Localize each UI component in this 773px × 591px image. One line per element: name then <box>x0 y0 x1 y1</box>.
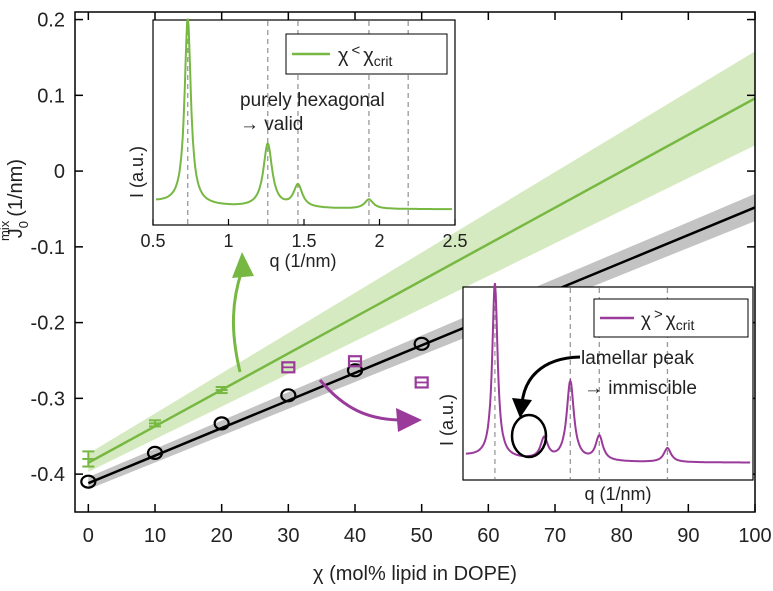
purple-arrowhead <box>396 408 422 432</box>
green-arrowhead <box>232 252 254 278</box>
x-tick-label: 40 <box>344 525 366 547</box>
inset1-scattering-curve <box>156 18 452 211</box>
inset1-x-ticks: 0.5 1 1.5 2 2.5 <box>140 219 468 251</box>
inset-hexagonal: 0.5 1 1.5 2 2.5 q (1/nm) I (a.u.) χ < χcrit pu… <box>127 18 468 271</box>
green-arrow <box>231 269 244 373</box>
inset1-annotation-line2: → valid <box>240 114 303 135</box>
y-tick-label: 0 <box>54 161 65 183</box>
inset2-y-label: I (a.u.) <box>437 394 457 446</box>
inset2-annotation-line1: lamellar peak <box>581 348 694 369</box>
y-tick-label: -0.2 <box>31 313 65 335</box>
inset-lamellar: q (1/nm) I (a.u.) χ > χcrit lamellar peak … <box>437 283 754 504</box>
green-errorbar-point <box>215 386 228 395</box>
y-tick-label: -0.3 <box>31 388 65 410</box>
black-circle-point <box>213 416 230 431</box>
purple-square-point <box>347 355 363 368</box>
inset-x-tick-label: 1 <box>223 231 233 251</box>
inset2-legend-label: χ > χcrit <box>641 306 695 333</box>
y-axis-label: J0mix(1/nm) <box>0 159 31 241</box>
x-tick-label: 60 <box>477 525 499 547</box>
lamellar-arrowhead <box>512 398 532 418</box>
lamellar-arrow <box>520 355 581 405</box>
green-errorbar-point <box>82 450 95 468</box>
x-tick-label: 20 <box>211 525 233 547</box>
black-circle-point <box>346 363 364 378</box>
inset2-scattering-curve <box>465 283 751 464</box>
green-errorbar-point <box>149 419 161 428</box>
black-circle-point <box>146 445 164 461</box>
x-tick-label: 70 <box>544 525 566 547</box>
lamellar-peak-circle <box>510 413 548 459</box>
black-circle-point <box>280 388 297 403</box>
y-axis-ticks: -0.4 -0.3 -0.2 -0.1 0 0.1 0.2 <box>31 10 755 486</box>
black-circle-point <box>413 336 430 351</box>
purple-square-point <box>414 376 429 389</box>
inset2-annotation-line2: → immiscible <box>584 378 697 399</box>
inset1-annotation-line1: purely hexagonal <box>240 90 385 111</box>
x-axis-ticks: 0 10 20 30 40 50 60 70 80 90 100 <box>83 12 772 547</box>
main-plot: 0 10 20 30 40 50 60 70 80 90 100 -0.4-0.3-0.2-0.10… <box>0 10 772 585</box>
inset1-x-label: q (1/nm) <box>269 251 336 271</box>
inset2-x-label: q (1/nm) <box>584 484 651 504</box>
fit-line-0 <box>87 97 756 464</box>
inset-x-tick-label: 1.5 <box>291 231 316 251</box>
inset1-y-label: I (a.u.) <box>127 146 147 198</box>
x-tick-label: 90 <box>677 525 699 547</box>
inset-x-tick-label: 2 <box>374 231 384 251</box>
inset-x-tick-label: 2.5 <box>442 231 467 251</box>
y-tick-label: -0.1 <box>31 237 65 259</box>
black-circle-point <box>80 474 97 489</box>
inset1-legend-label: χ < χcrit <box>338 42 393 69</box>
fit-line-1 <box>87 206 756 485</box>
x-tick-label: 100 <box>738 525 771 547</box>
purple-square-point <box>281 361 296 374</box>
fit-lines <box>87 97 756 485</box>
inset2-legend: χ > χcrit <box>593 298 749 338</box>
inset-x-tick-label: 0.5 <box>140 231 165 251</box>
x-tick-label: 0 <box>83 525 94 547</box>
main-plot-frame <box>74 11 756 513</box>
x-tick-label: 50 <box>411 525 433 547</box>
purple-arrow <box>318 379 403 422</box>
y-tick-label: -0.4 <box>31 464 65 486</box>
x-axis-label: χ (mol% lipid in DOPE) <box>313 563 517 585</box>
data-points <box>80 336 430 489</box>
x-tick-label: 80 <box>611 525 633 547</box>
y-tick-label: 0.2 <box>37 10 65 32</box>
x-tick-label: 10 <box>144 525 166 547</box>
inset1-legend: χ < χcrit <box>285 33 448 75</box>
arrows <box>231 252 422 432</box>
x-tick-label: 30 <box>277 525 299 547</box>
fit-band-0 <box>88 51 756 472</box>
inset1-peak-lines <box>187 21 409 224</box>
y-tick-label: 0.1 <box>37 85 65 107</box>
